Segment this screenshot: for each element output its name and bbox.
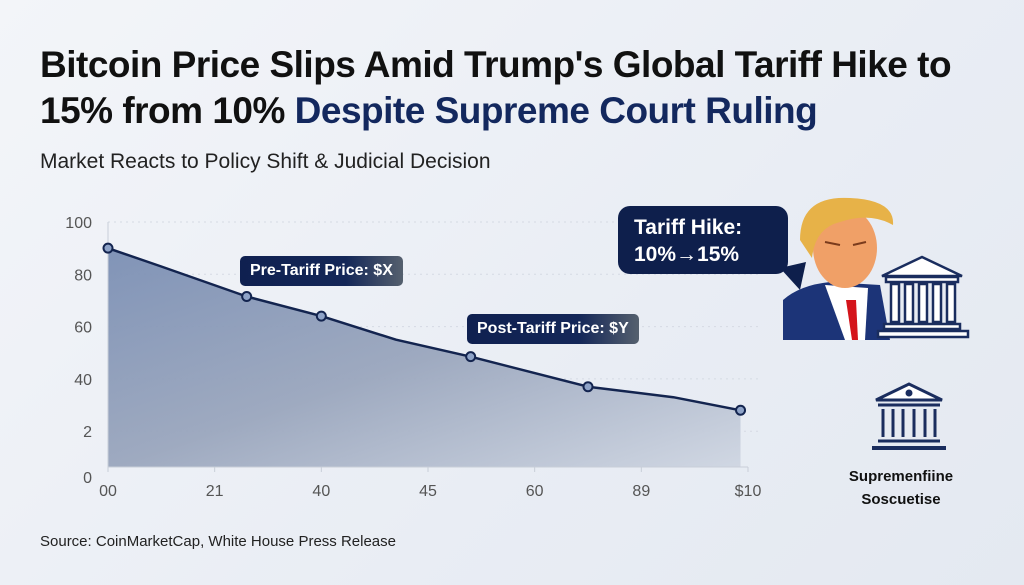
- tariff-hike-label: Tariff Hike:: [634, 216, 743, 239]
- x-tick-label: 00: [99, 483, 117, 500]
- title-highlight: Despite Supreme Court Ruling: [294, 90, 818, 131]
- x-tick-label: 60: [526, 483, 544, 500]
- data-point: [315, 310, 327, 322]
- subtitle: Market Reacts to Policy Shift & Judicial…: [40, 150, 491, 173]
- y-tick-label: 80: [74, 267, 92, 284]
- tariff-hike-bubble: Tariff Hike: 10%→15%: [618, 206, 788, 274]
- data-point: [241, 291, 253, 303]
- source-note: Source: CoinMarketCap, White House Press…: [40, 533, 396, 550]
- area-fill: [108, 248, 741, 467]
- y-tick-label: 60: [74, 320, 92, 337]
- post-tariff-callout: Post-Tariff Price: $Y: [467, 314, 639, 344]
- pre-tariff-callout: Pre-Tariff Price: $X: [240, 256, 403, 286]
- data-point: [465, 351, 477, 363]
- y-tick-label: 0: [83, 470, 92, 487]
- y-tick-label: 100: [65, 215, 92, 232]
- y-tick-label: 2: [83, 424, 92, 441]
- y-tick-label: 40: [74, 372, 92, 389]
- page-title: Bitcoin Price Slips Amid Trump's Global …: [40, 42, 1020, 134]
- x-tick-label: 40: [312, 483, 330, 500]
- title-main: Bitcoin Price Slips Amid Trump's Global …: [40, 44, 952, 131]
- data-point: [102, 242, 114, 254]
- court-label-line2: Soscuetise: [861, 491, 941, 508]
- data-point: [735, 404, 747, 416]
- supreme-court-label: Supremenfiine Soscuetise: [826, 465, 976, 511]
- series-line: [107, 247, 741, 412]
- x-tick-label: $10: [735, 483, 762, 500]
- tariff-hike-value: 10%→15%: [634, 243, 740, 266]
- data-point: [582, 381, 594, 393]
- court-label-line1: Supremenfiine: [848, 468, 954, 485]
- x-tick-label: 21: [206, 483, 224, 500]
- x-tick-label: 45: [419, 483, 437, 500]
- x-tick-label: 89: [632, 483, 650, 500]
